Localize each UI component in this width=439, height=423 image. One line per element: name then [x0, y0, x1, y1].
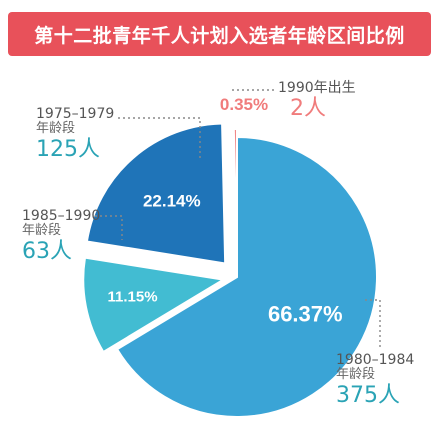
slice-s1985 [82, 256, 227, 354]
label-1980-range: 1980–1984 [336, 352, 415, 368]
label-1985-count: 63人 [22, 239, 72, 265]
label-1975-range: 1975–1979 [36, 106, 115, 122]
leader-1985 [95, 215, 123, 240]
slice-label-s1980: 66.37% [268, 301, 343, 326]
label-1990-range: 1990年出生 [278, 80, 356, 96]
label-1975-count: 125人 [36, 137, 100, 163]
slice-s1980 [115, 135, 378, 418]
label-1985-range: 1985–1990 [22, 208, 101, 224]
title-banner: 第十二批青年千人计划入选者年龄区间比例 [8, 12, 431, 56]
label-1985: 1985–1990 年龄段 63人 [22, 208, 100, 264]
slice-s1975 [85, 122, 227, 265]
label-1975: 1975–1979 年龄段 125人 [36, 106, 114, 162]
label-1980-count: 375人 [336, 383, 400, 409]
slice-s1990 [232, 128, 238, 270]
slice-label-s1975: 22.14% [143, 192, 201, 211]
leader-1980 [365, 299, 381, 350]
label-1975-unit: 年龄段 [36, 121, 76, 137]
label-1990-count: 2人 [290, 96, 326, 122]
leader-1975 [118, 117, 201, 160]
label-1980: 1980–1984 年龄段 375人 [336, 352, 414, 408]
slice-label-s1990: 0.35% [220, 95, 268, 114]
label-1990: 1990年出生 2人 [278, 80, 356, 121]
label-1985-unit: 年龄段 [22, 223, 62, 239]
label-1980-unit: 年龄段 [336, 367, 376, 383]
slice-label-s1985: 11.15% [108, 288, 158, 305]
chart-title: 第十二批青年千人计划入选者年龄区间比例 [34, 24, 405, 47]
